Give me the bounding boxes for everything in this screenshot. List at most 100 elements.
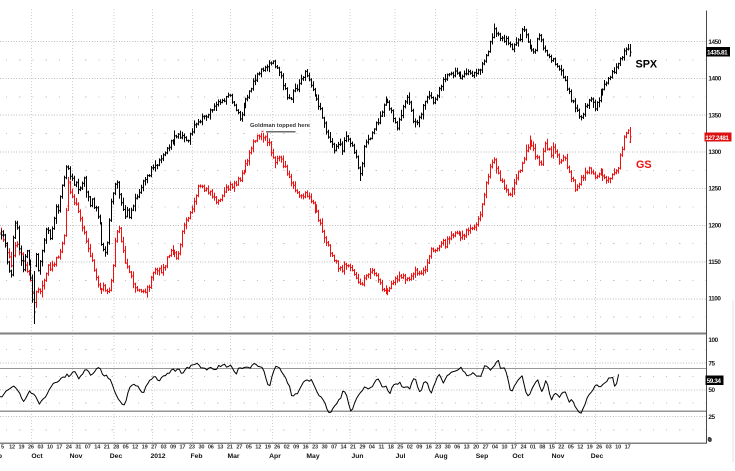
svg-text:30: 30 (445, 445, 451, 451)
svg-text:07: 07 (331, 445, 337, 451)
svg-text:16: 16 (303, 445, 309, 451)
svg-text:1100: 1100 (708, 296, 721, 303)
svg-text:14: 14 (94, 445, 101, 451)
svg-text:17: 17 (56, 445, 62, 451)
svg-text:21: 21 (104, 445, 110, 451)
svg-text:100: 100 (708, 337, 718, 344)
svg-text:15: 15 (549, 445, 555, 451)
svg-text:2012: 2012 (150, 453, 165, 460)
svg-text:12: 12 (9, 445, 15, 451)
svg-text:1400: 1400 (708, 76, 721, 83)
svg-text:02: 02 (284, 445, 290, 451)
svg-text:20: 20 (473, 445, 479, 451)
svg-text:19: 19 (587, 445, 593, 451)
svg-text:Aug: Aug (434, 453, 447, 460)
svg-text:Apr: Apr (269, 453, 281, 460)
svg-text:12: 12 (255, 445, 261, 451)
svg-text:Jul: Jul (396, 453, 406, 460)
svg-text:Oct: Oct (31, 453, 43, 460)
svg-text:24: 24 (66, 445, 73, 451)
svg-text:25: 25 (397, 445, 403, 451)
svg-text:0: 0 (708, 437, 712, 444)
svg-text:13: 13 (217, 445, 223, 451)
svg-text:Sep: Sep (476, 453, 488, 460)
svg-text:09: 09 (170, 445, 176, 451)
svg-text:Feb: Feb (190, 453, 202, 460)
svg-text:Dec: Dec (110, 453, 123, 460)
svg-text:1250: 1250 (708, 186, 721, 193)
svg-text:19: 19 (18, 445, 24, 451)
svg-text:23: 23 (435, 445, 441, 451)
svg-text:05: 05 (123, 445, 129, 451)
svg-text:Nov: Nov (70, 453, 83, 460)
svg-text:p: p (0, 453, 2, 460)
svg-text:09: 09 (416, 445, 422, 451)
svg-text:27: 27 (236, 445, 242, 451)
svg-text:Dec: Dec (591, 453, 604, 460)
svg-text:50: 50 (708, 387, 715, 394)
svg-text:06: 06 (454, 445, 460, 451)
svg-text:05: 05 (246, 445, 252, 451)
svg-text:19: 19 (142, 445, 148, 451)
svg-text:10: 10 (47, 445, 53, 451)
svg-text:21: 21 (350, 445, 356, 451)
svg-text:03: 03 (161, 445, 167, 451)
svg-text:75: 75 (708, 360, 715, 367)
svg-text:19: 19 (265, 445, 271, 451)
svg-text:1200: 1200 (708, 222, 721, 229)
svg-text:03: 03 (606, 445, 612, 451)
svg-text:04: 04 (369, 445, 376, 451)
svg-text:Jun: Jun (351, 453, 363, 460)
svg-text:Nov: Nov (552, 453, 565, 460)
svg-text:23: 23 (312, 445, 318, 451)
svg-text:16: 16 (426, 445, 432, 451)
svg-text:Mar: Mar (227, 453, 239, 460)
svg-text:Oct: Oct (512, 453, 524, 460)
svg-text:02: 02 (407, 445, 413, 451)
svg-text:29: 29 (359, 445, 365, 451)
svg-text:30: 30 (322, 445, 328, 451)
svg-text:1450: 1450 (708, 39, 721, 46)
svg-text:26: 26 (596, 445, 602, 451)
svg-text:24: 24 (520, 445, 527, 451)
svg-text:1150: 1150 (708, 259, 721, 266)
svg-text:1300: 1300 (708, 149, 721, 156)
svg-text:127.2481: 127.2481 (705, 135, 729, 142)
svg-text:26: 26 (274, 445, 280, 451)
svg-text:5: 5 (1, 445, 4, 451)
svg-text:12: 12 (132, 445, 138, 451)
svg-text:05: 05 (568, 445, 574, 451)
svg-text:06: 06 (208, 445, 214, 451)
svg-text:04: 04 (492, 445, 499, 451)
svg-text:14: 14 (340, 445, 347, 451)
svg-text:17: 17 (511, 445, 517, 451)
svg-text:28: 28 (113, 445, 119, 451)
svg-text:31: 31 (75, 445, 81, 451)
svg-text:09: 09 (293, 445, 299, 451)
svg-text:SPX: SPX (636, 59, 658, 71)
svg-text:07: 07 (85, 445, 91, 451)
svg-text:30: 30 (198, 445, 204, 451)
svg-text:23: 23 (189, 445, 195, 451)
svg-text:0: 0 (708, 437, 712, 444)
svg-text:13: 13 (464, 445, 470, 451)
svg-text:10: 10 (615, 445, 621, 451)
svg-text:11: 11 (379, 445, 385, 451)
svg-text:12: 12 (577, 445, 583, 451)
svg-text:10: 10 (501, 445, 507, 451)
svg-text:22: 22 (558, 445, 564, 451)
svg-text:GS: GS (636, 159, 652, 171)
svg-text:May: May (306, 453, 319, 460)
svg-text:26: 26 (28, 445, 34, 451)
svg-text:17: 17 (179, 445, 185, 451)
svg-text:03: 03 (37, 445, 43, 451)
svg-text:21: 21 (227, 445, 233, 451)
svg-text:25: 25 (708, 414, 715, 421)
svg-text:18: 18 (388, 445, 394, 451)
svg-text:27: 27 (483, 445, 489, 451)
svg-text:Goldman topped here: Goldman topped here (250, 123, 311, 129)
svg-text:08: 08 (539, 445, 545, 451)
svg-text:01: 01 (530, 445, 536, 451)
svg-text:17: 17 (625, 445, 631, 451)
svg-text:59.34: 59.34 (707, 378, 722, 385)
